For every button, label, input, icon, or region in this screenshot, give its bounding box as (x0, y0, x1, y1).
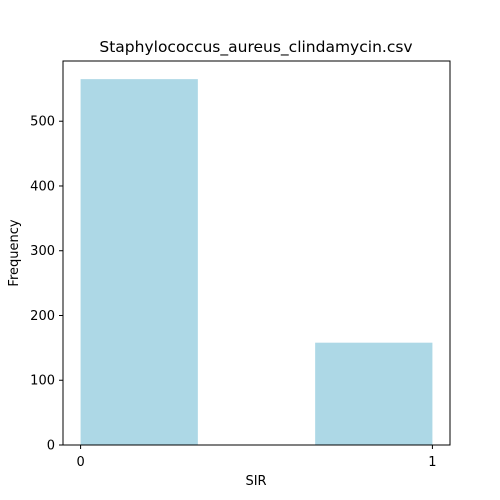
x-tick-label: 1 (428, 455, 436, 470)
y-axis-label: Frequency (7, 219, 22, 286)
y-tick-label: 200 (30, 309, 55, 324)
y-tick-label: 300 (30, 244, 55, 259)
y-tick-label: 400 (30, 179, 55, 194)
y-tick-label: 100 (30, 374, 55, 389)
bars-group (80, 79, 433, 445)
x-tick-label: 0 (76, 455, 84, 470)
histogram-bar-0 (80, 79, 198, 445)
axes-frame (62, 60, 451, 446)
y-axis-ticks: 0 100 200 300 400 500 (30, 115, 63, 454)
y-tick-label: 500 (30, 115, 55, 130)
x-axis-label: SIR (245, 474, 266, 489)
histogram-bar-2 (315, 342, 433, 445)
y-tick-label: 0 (47, 439, 55, 454)
chart-title: Staphylococcus_aureus_clindamycin.csv (99, 38, 412, 57)
